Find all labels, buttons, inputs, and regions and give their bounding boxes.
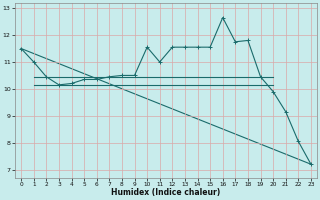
X-axis label: Humidex (Indice chaleur): Humidex (Indice chaleur) <box>111 188 221 197</box>
